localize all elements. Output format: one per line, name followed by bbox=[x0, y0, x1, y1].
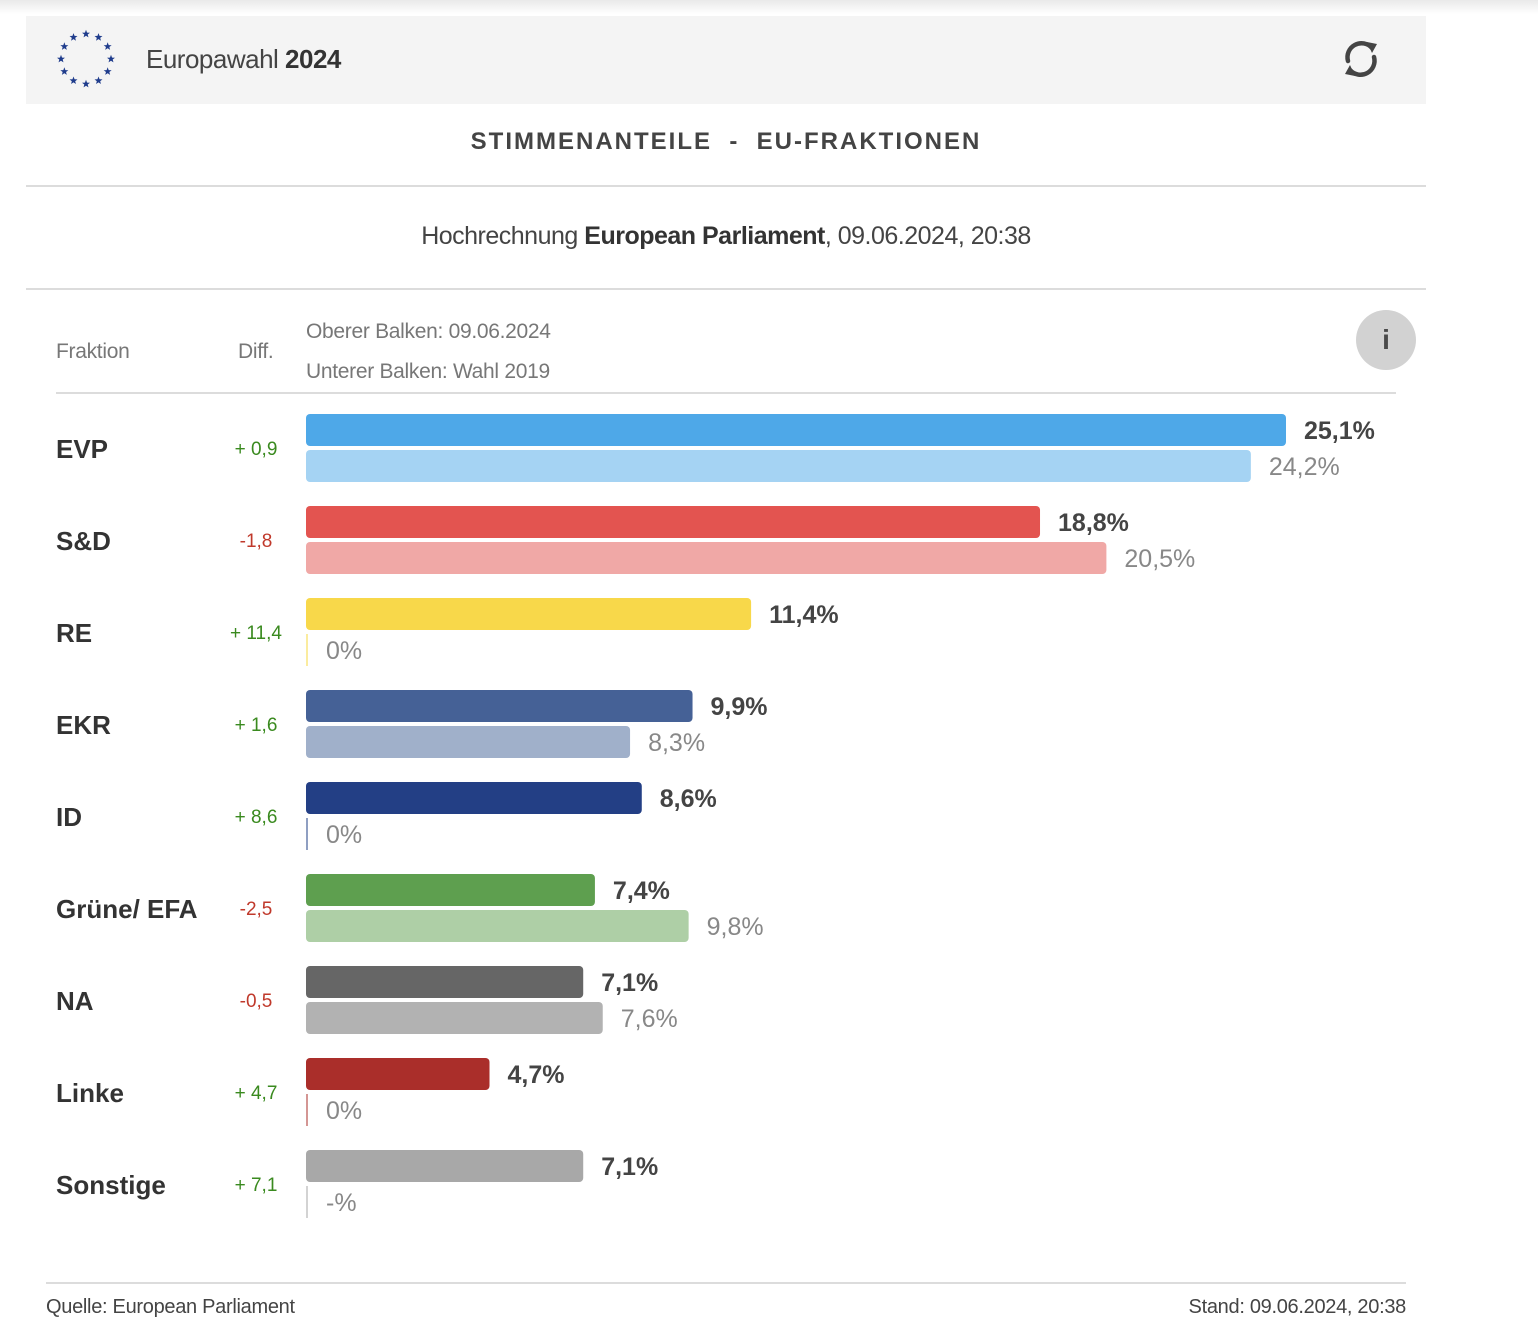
eu-star bbox=[94, 76, 103, 85]
bar-2019 bbox=[306, 542, 1107, 574]
section-title: STIMMENANTEILE - EU-FRAKTIONEN bbox=[470, 128, 982, 155]
eu-star bbox=[69, 33, 78, 41]
category-label: EKR bbox=[56, 710, 111, 740]
eu-star bbox=[82, 79, 90, 88]
bar-value-label: 8,6% bbox=[660, 785, 717, 813]
bar-value-label: 7,1% bbox=[601, 969, 658, 997]
diff-label: -1,8 bbox=[240, 531, 273, 552]
bar-value-label: -% bbox=[326, 1189, 357, 1217]
bar-2019 bbox=[306, 726, 631, 758]
bar-current bbox=[306, 874, 595, 906]
category-label: Linke bbox=[56, 1078, 124, 1108]
bar-value-label: 7,1% bbox=[601, 1153, 658, 1181]
eu-star bbox=[57, 54, 65, 63]
bar-value-label: 8,3% bbox=[648, 729, 705, 757]
projection-subtitle: Hochrechnung European Parliament, 09.06.… bbox=[26, 222, 1426, 251]
column-header-fraktion: Fraktion bbox=[56, 340, 130, 363]
bar-current bbox=[306, 1058, 490, 1090]
eu-stars-icon bbox=[57, 29, 115, 88]
bar-value-label: 7,6% bbox=[621, 1005, 678, 1033]
bar-2019 bbox=[306, 450, 1251, 482]
bar-value-label: 9,9% bbox=[711, 693, 768, 721]
bar-2019 bbox=[306, 818, 308, 850]
bar-value-label: 9,8% bbox=[707, 913, 764, 941]
diff-label: + 11,4 bbox=[230, 623, 282, 644]
eu-star bbox=[107, 54, 115, 63]
bar-value-label: 4,7% bbox=[508, 1061, 565, 1089]
bar-current bbox=[306, 690, 693, 722]
diff-label: + 8,6 bbox=[235, 807, 278, 828]
eu-star bbox=[94, 33, 103, 41]
subtitle-source: European Parliament bbox=[584, 222, 825, 250]
category-label: RE bbox=[56, 618, 92, 648]
bar-value-label: 7,4% bbox=[613, 877, 670, 905]
top-shadow bbox=[0, 0, 1538, 14]
category-label: Sonstige bbox=[56, 1170, 166, 1200]
bar-2019 bbox=[306, 1094, 308, 1126]
diff-label: -0,5 bbox=[240, 991, 273, 1012]
eu-star bbox=[60, 42, 69, 50]
diff-label: + 7,1 bbox=[235, 1175, 278, 1196]
app-title-bold: 2024 bbox=[285, 44, 341, 74]
bar-value-label: 0% bbox=[326, 1097, 362, 1125]
bar-current bbox=[306, 506, 1041, 538]
bar-2019 bbox=[306, 1186, 308, 1218]
bar-value-label: 11,4% bbox=[769, 601, 839, 629]
bar-value-label: 0% bbox=[326, 821, 362, 849]
diff-label: + 0,9 bbox=[235, 439, 278, 460]
bar-current bbox=[306, 414, 1286, 446]
footer-source: Quelle: European Parliament bbox=[46, 1296, 295, 1318]
bar-current bbox=[306, 782, 642, 814]
header-bar: Europawahl 2024 bbox=[26, 16, 1426, 104]
column-header-diff: Diff. bbox=[238, 340, 274, 363]
bar-value-label: 24,2% bbox=[1269, 453, 1340, 481]
bar-value-label: 0% bbox=[326, 637, 362, 665]
bar-current bbox=[306, 966, 584, 998]
category-label: Grüne/ EFA bbox=[56, 894, 198, 924]
diff-label: + 4,7 bbox=[235, 1083, 278, 1104]
category-label: EVP bbox=[56, 434, 108, 464]
divider-subtitle bbox=[26, 288, 1426, 290]
bar-2019 bbox=[306, 1002, 603, 1034]
eu-star bbox=[69, 76, 78, 85]
bar-2019 bbox=[306, 910, 689, 942]
bar-value-label: 18,8% bbox=[1058, 509, 1129, 537]
legend-lower-bar: Unterer Balken: Wahl 2019 bbox=[306, 360, 550, 383]
category-label: NA bbox=[56, 986, 94, 1016]
footer-timestamp: Stand: 09.06.2024, 20:38 bbox=[1188, 1296, 1407, 1318]
app-title-light: Europawahl bbox=[146, 44, 279, 74]
eu-star bbox=[103, 67, 112, 75]
app-title: Europawahl 2024 bbox=[146, 44, 341, 75]
eu-star bbox=[103, 42, 112, 50]
subtitle-date: , 09.06.2024, 20:38 bbox=[824, 222, 1031, 250]
diff-label: -2,5 bbox=[240, 899, 273, 920]
divider-table-head bbox=[56, 392, 1396, 394]
refresh-icon[interactable] bbox=[1336, 34, 1386, 84]
bar-value-label: 25,1% bbox=[1304, 417, 1375, 445]
bar-current bbox=[306, 598, 752, 630]
legend-upper-bar: Oberer Balken: 09.06.2024 bbox=[306, 320, 551, 343]
bar-current bbox=[306, 1150, 584, 1182]
diff-label: + 1,6 bbox=[235, 715, 278, 736]
bar-value-label: 20,5% bbox=[1124, 545, 1195, 573]
subtitle-prefix: Hochrechnung bbox=[421, 222, 578, 250]
eu-star bbox=[82, 29, 90, 38]
category-label: S&D bbox=[56, 526, 111, 556]
info-button[interactable]: i bbox=[1356, 310, 1416, 370]
category-label: ID bbox=[56, 802, 82, 832]
bar-2019 bbox=[306, 634, 308, 666]
eu-star bbox=[60, 67, 69, 75]
divider-title bbox=[26, 185, 1426, 187]
divider-footer bbox=[46, 1282, 1406, 1284]
